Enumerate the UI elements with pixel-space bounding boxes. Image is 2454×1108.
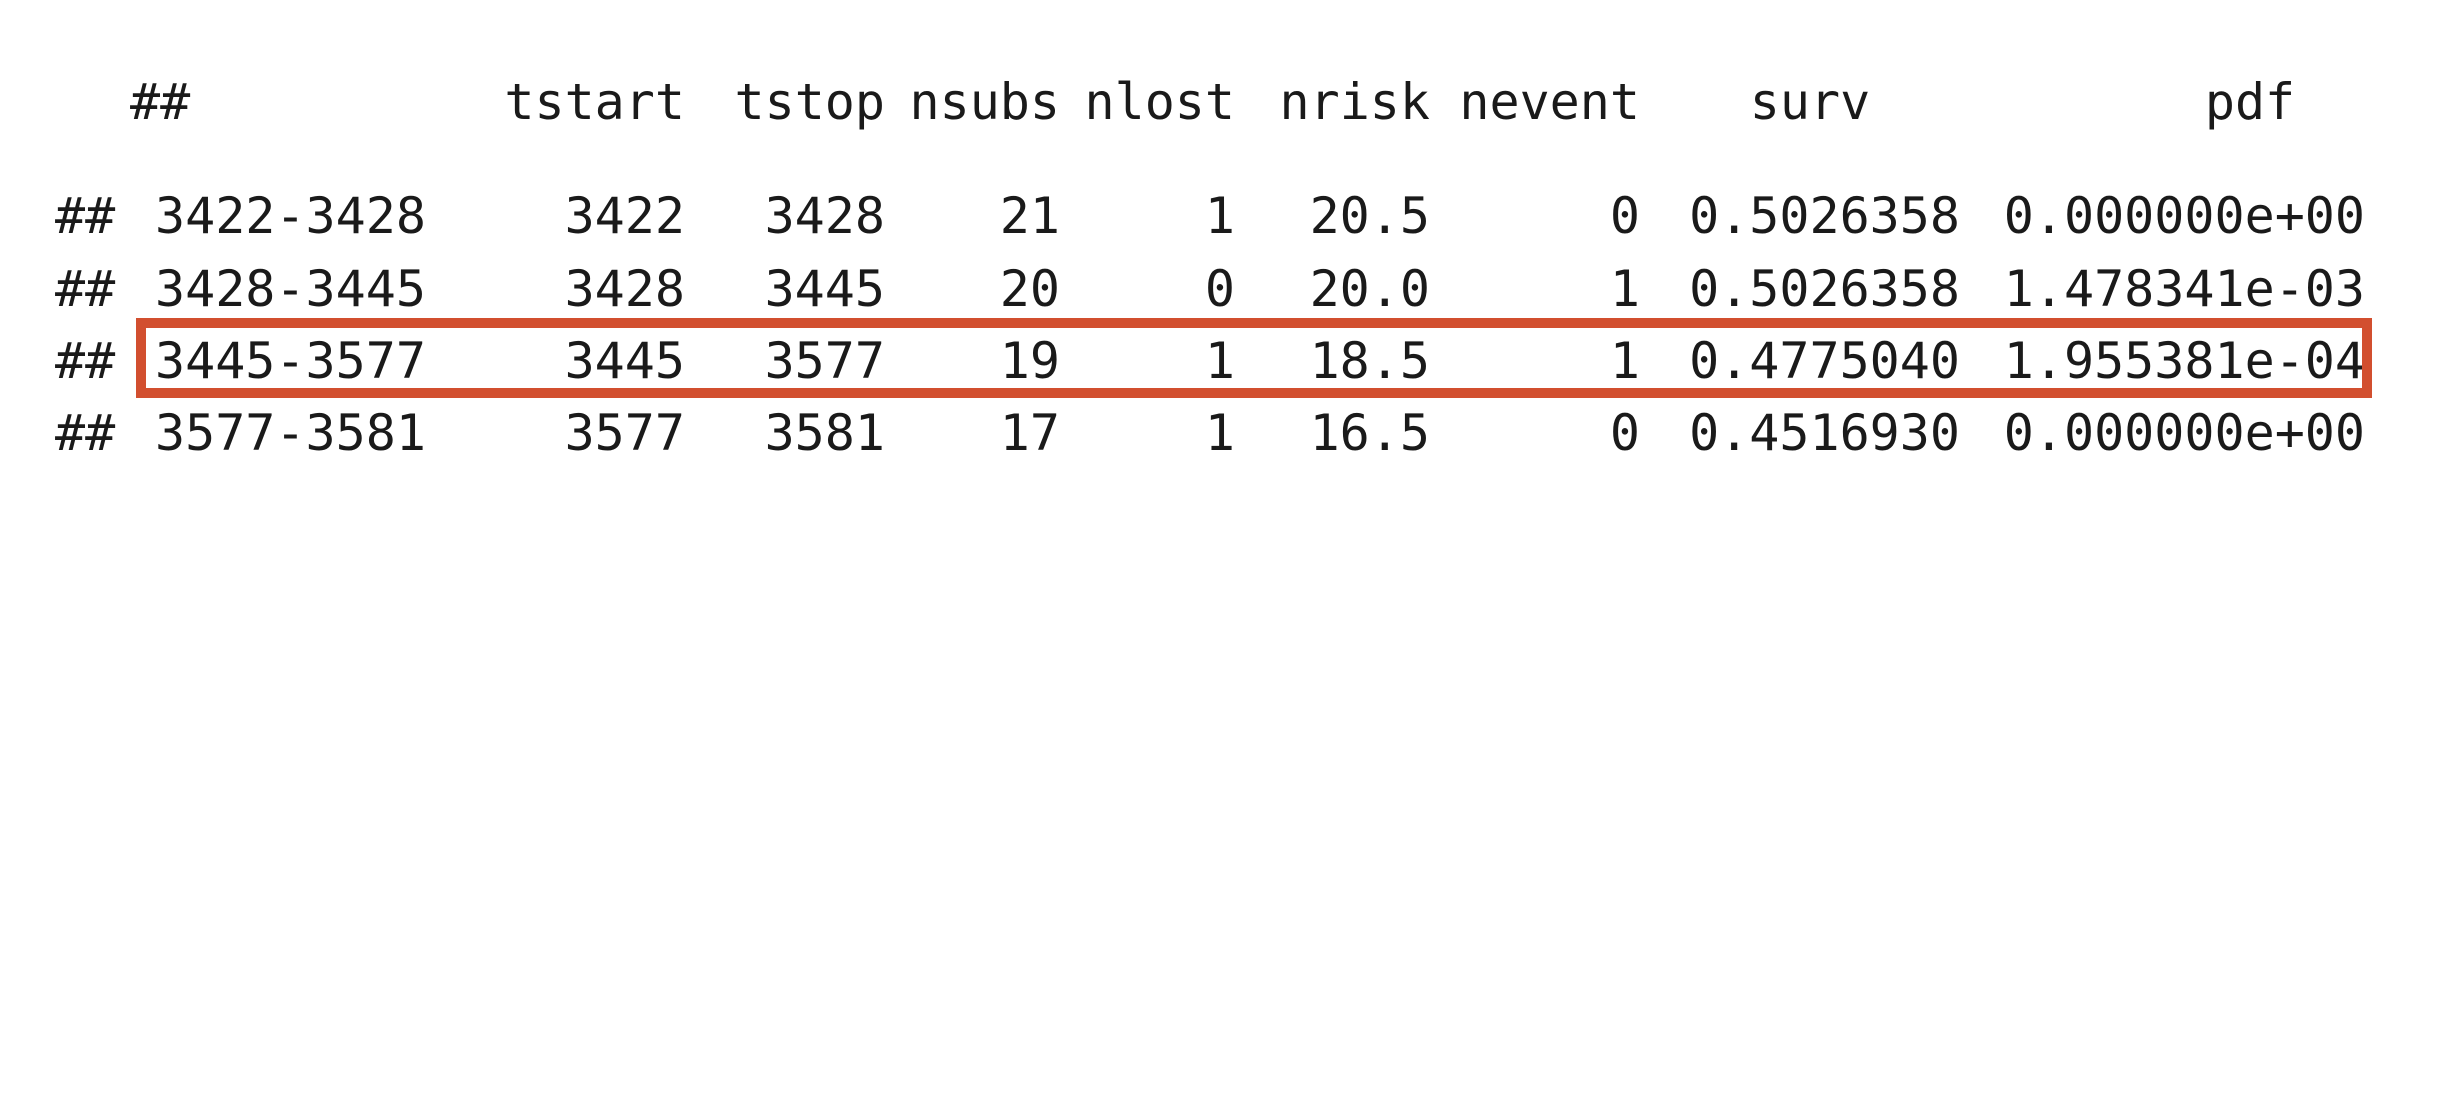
cell-nevent: 1 xyxy=(1609,332,1640,390)
cell-tstart: 3422 xyxy=(564,187,685,245)
table-header: ## tstart tstop nsubs nlost nrisk nevent… xyxy=(0,66,2454,138)
row-interval-label: 3422-3428 xyxy=(155,187,426,245)
cell-pdf: 0.000000e+00 xyxy=(2003,187,2365,245)
cell-tstart: 3428 xyxy=(564,260,685,318)
cell-pdf: 0.000000e+00 xyxy=(2003,404,2365,462)
table-row-highlighted: ## 3445-3577 3445 3577 19 1 18.5 1 0.477… xyxy=(0,325,2454,397)
cell-nlost: 1 xyxy=(1204,187,1235,245)
cell-tstop: 3445 xyxy=(764,260,885,318)
cell-nrisk: 20.0 xyxy=(1309,260,1430,318)
comment-prefix: ## xyxy=(55,404,116,462)
cell-tstart: 3577 xyxy=(564,404,685,462)
cell-nlost: 0 xyxy=(1204,260,1235,318)
r-console-output: ## tstart tstop nsubs nlost nrisk nevent… xyxy=(0,66,2454,469)
header-nrisk: nrisk xyxy=(1279,73,1430,131)
cell-nrisk: 16.5 xyxy=(1309,404,1430,462)
comment-prefix: ## xyxy=(55,187,116,245)
cell-tstart: 3445 xyxy=(564,332,685,390)
cell-nevent: 0 xyxy=(1609,187,1640,245)
cell-nlost: 1 xyxy=(1204,404,1235,462)
row-interval-label: 3428-3445 xyxy=(155,260,426,318)
cell-nrisk: 18.5 xyxy=(1309,332,1430,390)
cell-surv: 0.5026358 xyxy=(1689,187,1960,245)
cell-surv: 0.4516930 xyxy=(1689,404,1960,462)
comment-prefix: ## xyxy=(130,73,191,131)
cell-tstop: 3581 xyxy=(764,404,885,462)
cell-tstop: 3577 xyxy=(764,332,885,390)
cell-nsubs: 21 xyxy=(999,187,1060,245)
cell-nrisk: 20.5 xyxy=(1309,187,1430,245)
header-nevent: nevent xyxy=(1459,73,1640,131)
cell-nevent: 1 xyxy=(1609,260,1640,318)
cell-nlost: 1 xyxy=(1204,332,1235,390)
header-nsubs: nsubs xyxy=(909,73,1060,131)
comment-prefix: ## xyxy=(55,260,116,318)
comment-prefix: ## xyxy=(55,332,116,390)
row-interval-label: 3577-3581 xyxy=(155,404,426,462)
row-interval-label: 3445-3577 xyxy=(155,332,426,390)
header-tstop: tstop xyxy=(734,73,885,131)
cell-nsubs: 19 xyxy=(999,332,1060,390)
table-row: ## 3577-3581 3577 3581 17 1 16.5 0 0.451… xyxy=(0,397,2454,469)
cell-tstop: 3428 xyxy=(764,187,885,245)
cell-nsubs: 20 xyxy=(999,260,1060,318)
cell-nevent: 0 xyxy=(1609,404,1640,462)
cell-pdf: 1.955381e-04 xyxy=(2003,332,2365,390)
header-nlost: nlost xyxy=(1084,73,1235,131)
cell-surv: 0.5026358 xyxy=(1689,260,1960,318)
cell-pdf: 1.478341e-03 xyxy=(2003,260,2365,318)
cell-surv: 0.4775040 xyxy=(1689,332,1960,390)
header-pdf: pdf xyxy=(2204,73,2296,131)
table-row: ## 3428-3445 3428 3445 20 0 20.0 1 0.502… xyxy=(0,253,2454,325)
cell-nsubs: 17 xyxy=(999,404,1060,462)
header-surv: surv xyxy=(1749,73,1871,131)
table-row: ## 3422-3428 3422 3428 21 1 20.5 0 0.502… xyxy=(0,180,2454,252)
header-tstart: tstart xyxy=(504,73,685,131)
